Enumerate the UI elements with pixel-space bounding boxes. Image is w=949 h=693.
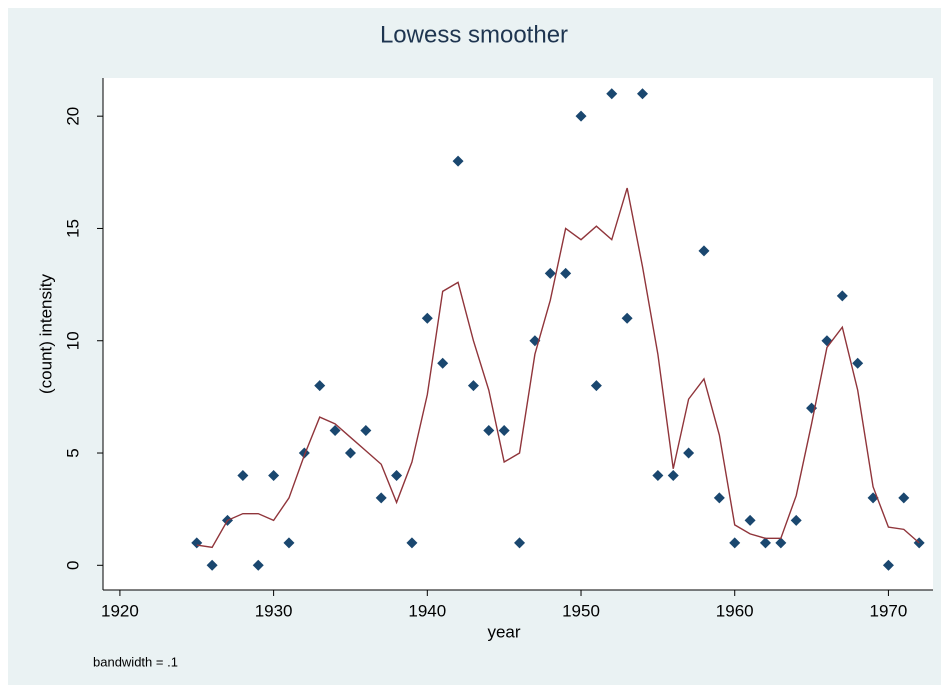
point [483,425,495,437]
point [283,537,295,549]
point [637,88,648,100]
point [759,537,771,549]
point [391,469,403,481]
point [729,537,741,549]
point [852,357,864,369]
lowess-line [196,187,920,549]
point [744,514,756,526]
point [514,537,526,549]
point [467,380,479,392]
point [775,537,787,549]
y-tick-label: 20 [63,107,82,126]
x-tick-label: 1950 [562,601,600,620]
point [698,245,710,257]
point [452,155,464,167]
point [544,267,556,279]
point [268,469,280,481]
point [621,312,633,324]
x-tick-label: 1920 [101,601,139,620]
point [606,88,618,100]
point [713,492,725,504]
point [406,537,418,549]
point [206,559,218,571]
point [652,469,664,481]
y-tick-label: 15 [63,219,82,238]
point [375,492,387,504]
point [329,425,341,437]
y-tick-label: 0 [63,561,82,570]
point [252,559,264,571]
point [590,380,602,392]
x-tick-label: 1930 [255,601,293,620]
note: bandwidth = .1 [93,654,178,669]
point [437,357,449,369]
x-axis-label: year [487,622,520,641]
point [360,425,372,437]
x-tick-label: 1970 [870,601,908,620]
point [237,469,249,481]
point [344,447,356,459]
point [498,425,510,437]
point [421,312,433,324]
point [790,514,802,526]
x-tick-label: 1940 [408,601,446,620]
point [575,110,587,122]
point [667,469,679,481]
point [836,290,848,302]
point [898,492,910,504]
y-axis-label: (count) intensity [36,274,55,394]
y-tick-label: 5 [63,448,82,457]
plot-area [103,78,933,590]
x-tick-label: 1960 [716,601,754,620]
chart-title: Lowess smoother [380,21,568,48]
point [683,447,695,459]
point [314,380,326,392]
y-tick-label: 10 [63,331,82,350]
point [560,267,572,279]
point [882,559,894,571]
